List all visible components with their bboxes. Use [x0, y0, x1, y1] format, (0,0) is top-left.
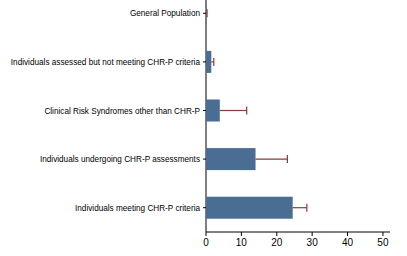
x-tick-label: 40 — [342, 237, 354, 248]
bar — [206, 100, 220, 122]
category-label: General Population — [130, 9, 201, 18]
x-tick — [241, 232, 242, 236]
x-tick — [347, 232, 348, 236]
x-tick — [276, 232, 277, 236]
error-bar-cap — [306, 204, 307, 212]
x-tick-label: 0 — [203, 237, 209, 248]
x-tick-label: 10 — [236, 237, 248, 248]
x-axis-line — [206, 232, 390, 233]
x-tick — [312, 232, 313, 236]
bar — [206, 51, 211, 73]
y-tick — [203, 159, 206, 160]
bar — [206, 2, 207, 24]
chart: 0 10 20 30 40 50 General Population Individuals… — [0, 0, 407, 256]
x-tick-label: 50 — [377, 237, 389, 248]
error-bar-cap — [213, 58, 214, 66]
x-tick-label: 20 — [271, 237, 283, 248]
error-bar-cap — [206, 9, 207, 17]
error-bar-cap — [246, 107, 247, 115]
y-tick — [203, 61, 206, 62]
bar — [206, 148, 256, 170]
error-bar — [256, 159, 288, 160]
category-label: Individuals assessed but not meeting CHR… — [11, 58, 201, 67]
plot-area — [206, 2, 307, 218]
y-tick — [203, 110, 206, 111]
category-label: Clinical Risk Syndromes other than CHR-P — [44, 107, 200, 116]
x-tick — [382, 232, 383, 236]
category-label: Individuals undergoing CHR-P assessments — [40, 155, 200, 164]
x-tick-label: 30 — [307, 237, 319, 248]
y-tick — [203, 207, 206, 208]
category-label: Individuals meeting CHR-P criteria — [75, 204, 200, 213]
x-tick — [206, 232, 207, 236]
error-bar — [293, 207, 307, 208]
bar — [206, 197, 293, 219]
error-bar-cap — [287, 155, 288, 163]
error-bar — [220, 110, 247, 111]
y-tick — [203, 13, 206, 14]
